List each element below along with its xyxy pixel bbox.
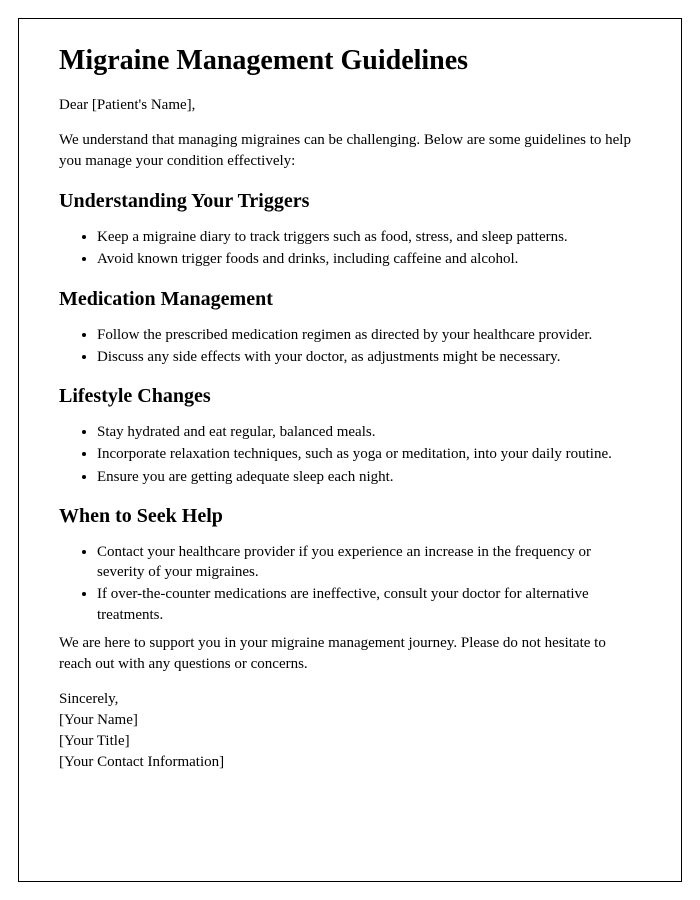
list-item: Follow the prescribed medication regimen… [97,325,641,345]
document-title: Migraine Management Guidelines [59,45,641,77]
list-item: Discuss any side effects with your docto… [97,347,641,367]
signature-block: Sincerely, [Your Name] [Your Title] [You… [59,689,641,773]
closing-paragraph: We are here to support you in your migra… [59,633,641,675]
section-heading: Medication Management [59,288,641,311]
section-heading: Lifestyle Changes [59,385,641,408]
section-list: Follow the prescribed medication regimen… [97,325,641,368]
document-container: Migraine Management Guidelines Dear [Pat… [18,18,682,882]
greeting-line: Dear [Patient's Name], [59,95,641,116]
section-list: Stay hydrated and eat regular, balanced … [97,422,641,487]
section-heading: When to Seek Help [59,505,641,528]
signature-title: [Your Title] [59,731,641,752]
intro-paragraph: We understand that managing migraines ca… [59,130,641,172]
section-list: Contact your healthcare provider if you … [97,542,641,625]
signature-contact: [Your Contact Information] [59,752,641,773]
section-heading: Understanding Your Triggers [59,190,641,213]
list-item: Ensure you are getting adequate sleep ea… [97,467,641,487]
section-list: Keep a migraine diary to track triggers … [97,227,641,270]
list-item: Incorporate relaxation techniques, such … [97,444,641,464]
list-item: Contact your healthcare provider if you … [97,542,641,583]
list-item: If over-the-counter medications are inef… [97,584,641,625]
list-item: Avoid known trigger foods and drinks, in… [97,249,641,269]
signature-valediction: Sincerely, [59,689,641,710]
list-item: Stay hydrated and eat regular, balanced … [97,422,641,442]
signature-name: [Your Name] [59,710,641,731]
list-item: Keep a migraine diary to track triggers … [97,227,641,247]
sections-container: Understanding Your Triggers Keep a migrai… [59,190,641,625]
